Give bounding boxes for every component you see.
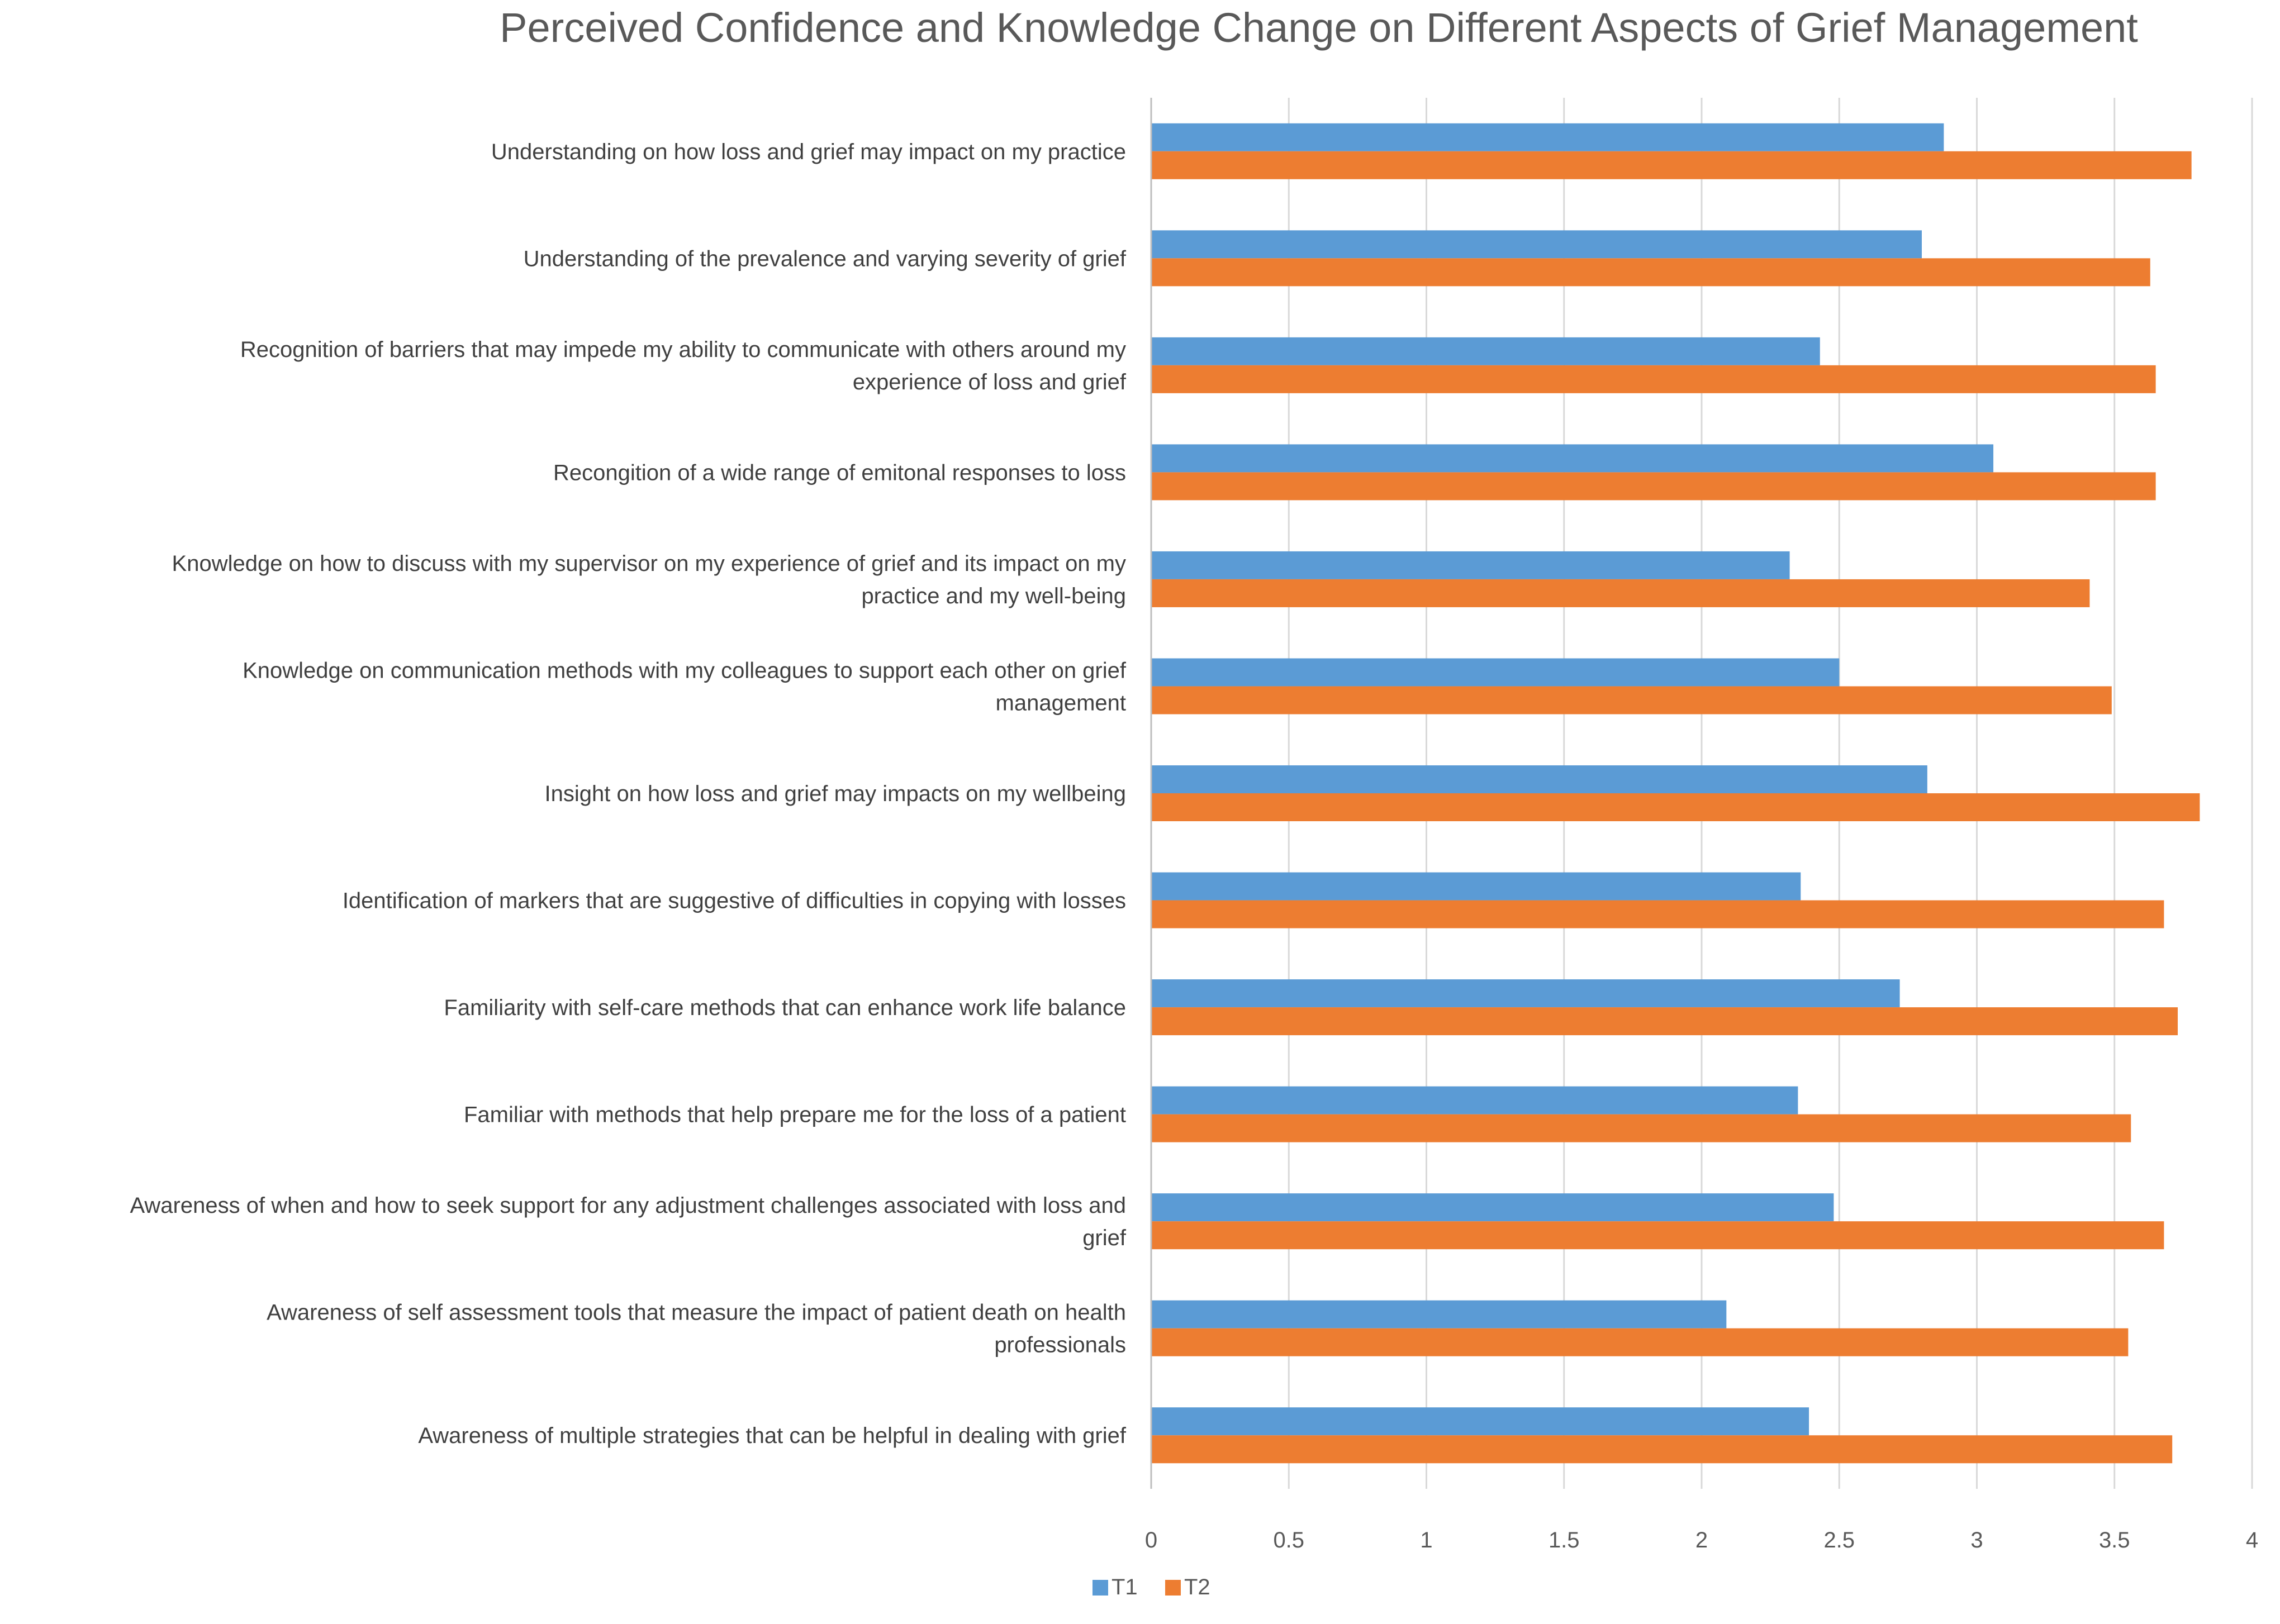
- category-label: Awareness of when and how to seek suppor…: [130, 1193, 1126, 1218]
- category-label: Awareness of self assessment tools that …: [267, 1301, 1126, 1325]
- bar-t1: [1151, 1407, 1809, 1436]
- category-label: Identification of markers that are sugge…: [343, 889, 1126, 913]
- bar-t2: [1151, 1114, 2131, 1142]
- bar-t1: [1151, 979, 1900, 1008]
- bars: [1151, 123, 2200, 1464]
- bar-t1: [1151, 337, 1820, 365]
- category-label: Knowledge on how to discuss with my supe…: [172, 551, 1126, 576]
- x-tick-label: 3.5: [2099, 1528, 2130, 1552]
- x-tick-label: 1: [1420, 1528, 1432, 1552]
- legend-label-t2: T2: [1184, 1575, 1210, 1599]
- bar-t1: [1151, 1300, 1727, 1328]
- bar-t2: [1151, 1328, 2129, 1356]
- legend-swatch-t1: [1092, 1580, 1108, 1596]
- x-tick-label: 0: [1145, 1528, 1157, 1552]
- category-label: Insight on how loss and grief may impact…: [544, 782, 1126, 806]
- category-label: Familiarity with self-care methods that …: [444, 996, 1126, 1020]
- legend-label-t1: T1: [1112, 1575, 1138, 1599]
- category-label: management: [996, 690, 1126, 715]
- chart-title: Perceived Confidence and Knowledge Chang…: [500, 4, 2138, 51]
- category-labels: Understanding on how loss and grief may …: [130, 140, 1126, 1448]
- bar-t2: [1151, 1435, 2173, 1464]
- legend: T1 T2: [1092, 1575, 1210, 1599]
- bar-t2: [1151, 365, 2156, 393]
- category-label: Recongition of a wide range of emitonal …: [553, 460, 1126, 485]
- x-tick-label: 2.5: [1823, 1528, 1855, 1552]
- bar-t1: [1151, 444, 1994, 473]
- category-label: Knowledge on communication methods with …: [243, 658, 1127, 683]
- category-label: grief: [1082, 1226, 1127, 1250]
- bar-t1: [1151, 1193, 1834, 1222]
- legend-swatch-t2: [1165, 1580, 1181, 1596]
- bar-t1: [1151, 230, 1922, 259]
- bar-t2: [1151, 686, 2112, 715]
- bar-t2: [1151, 579, 2090, 607]
- bar-t2: [1151, 258, 2150, 287]
- category-label: professionals: [994, 1333, 1126, 1358]
- category-label: Understanding of the prevalence and vary…: [524, 246, 1127, 271]
- bar-t1: [1151, 658, 1840, 687]
- x-tick-label: 0.5: [1273, 1528, 1304, 1552]
- category-label: Familiar with methods that help prepare …: [464, 1103, 1126, 1127]
- bar-t2: [1151, 151, 2192, 179]
- category-label: practice and my well-being: [861, 584, 1126, 608]
- category-label: Recognition of barriers that may impede …: [240, 337, 1126, 362]
- x-tick-label: 2: [1695, 1528, 1708, 1552]
- bar-t1: [1151, 1086, 1798, 1115]
- x-tick-label: 3: [1970, 1528, 1983, 1552]
- axes: 0 0.5 1 1.5 2 2.5 3 3.5 4: [1145, 98, 2258, 1552]
- bar-t2: [1151, 472, 2156, 501]
- bar-t2: [1151, 1007, 2178, 1036]
- bar-t1: [1151, 765, 1927, 793]
- category-label: experience of loss and grief: [853, 370, 1127, 394]
- category-label: Awareness of multiple strategies that ca…: [418, 1423, 1127, 1448]
- bar-t1: [1151, 551, 1790, 579]
- category-label: Understanding on how loss and grief may …: [491, 140, 1126, 164]
- bar-t2: [1151, 793, 2200, 821]
- bar-t2: [1151, 900, 2164, 928]
- x-tick-label: 1.5: [1548, 1528, 1580, 1552]
- bar-t1: [1151, 123, 1944, 151]
- bar-t1: [1151, 872, 1801, 901]
- bar-t2: [1151, 1221, 2164, 1250]
- x-tick-label: 4: [2246, 1528, 2258, 1552]
